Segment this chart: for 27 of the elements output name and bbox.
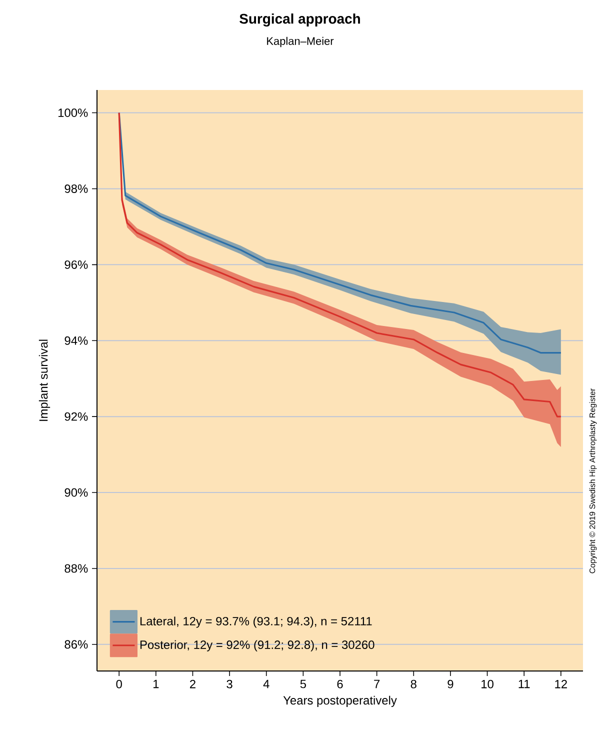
chart-title: Surgical approach: [240, 13, 360, 27]
x-tick-label: 2: [190, 680, 196, 688]
y-tick-label: 100%: [58, 108, 88, 117]
x-axis-title: Years postoperatively: [283, 696, 397, 707]
y-tick-label: 86%: [64, 640, 88, 649]
x-tick-label: 8: [410, 680, 416, 688]
legend-label: Posterior, 12y = 92% (91.2; 92.8), n = 30260: [140, 640, 374, 652]
x-tick-label: 1: [153, 680, 159, 688]
chart-subtitle: Kaplan–Meier: [267, 36, 334, 48]
y-tick-label: 88%: [64, 564, 88, 573]
y-tick-label: 90%: [64, 488, 88, 497]
x-tick-label: 9: [448, 680, 454, 688]
y-tick-label: 98%: [64, 184, 88, 193]
y-tick-label: 94%: [64, 336, 88, 345]
y-axis-title: Implant survival: [38, 340, 50, 421]
x-tick-label: 4: [263, 680, 270, 688]
y-tick-label: 92%: [64, 412, 88, 421]
x-tick-label: 3: [226, 680, 232, 688]
x-tick-label: 6: [337, 680, 343, 688]
x-tick-label: 5: [300, 680, 306, 688]
y-tick-label: 96%: [64, 260, 88, 269]
x-tick-label: 11: [518, 680, 530, 688]
legend-label: Lateral, 12y = 93.7% (93.1; 94.3), n = 52111: [140, 616, 372, 628]
x-tick-label: 0: [116, 680, 122, 688]
x-tick-label: 7: [374, 680, 380, 688]
x-tick-label: 12: [555, 680, 567, 688]
x-tick-label: 10: [482, 680, 494, 688]
